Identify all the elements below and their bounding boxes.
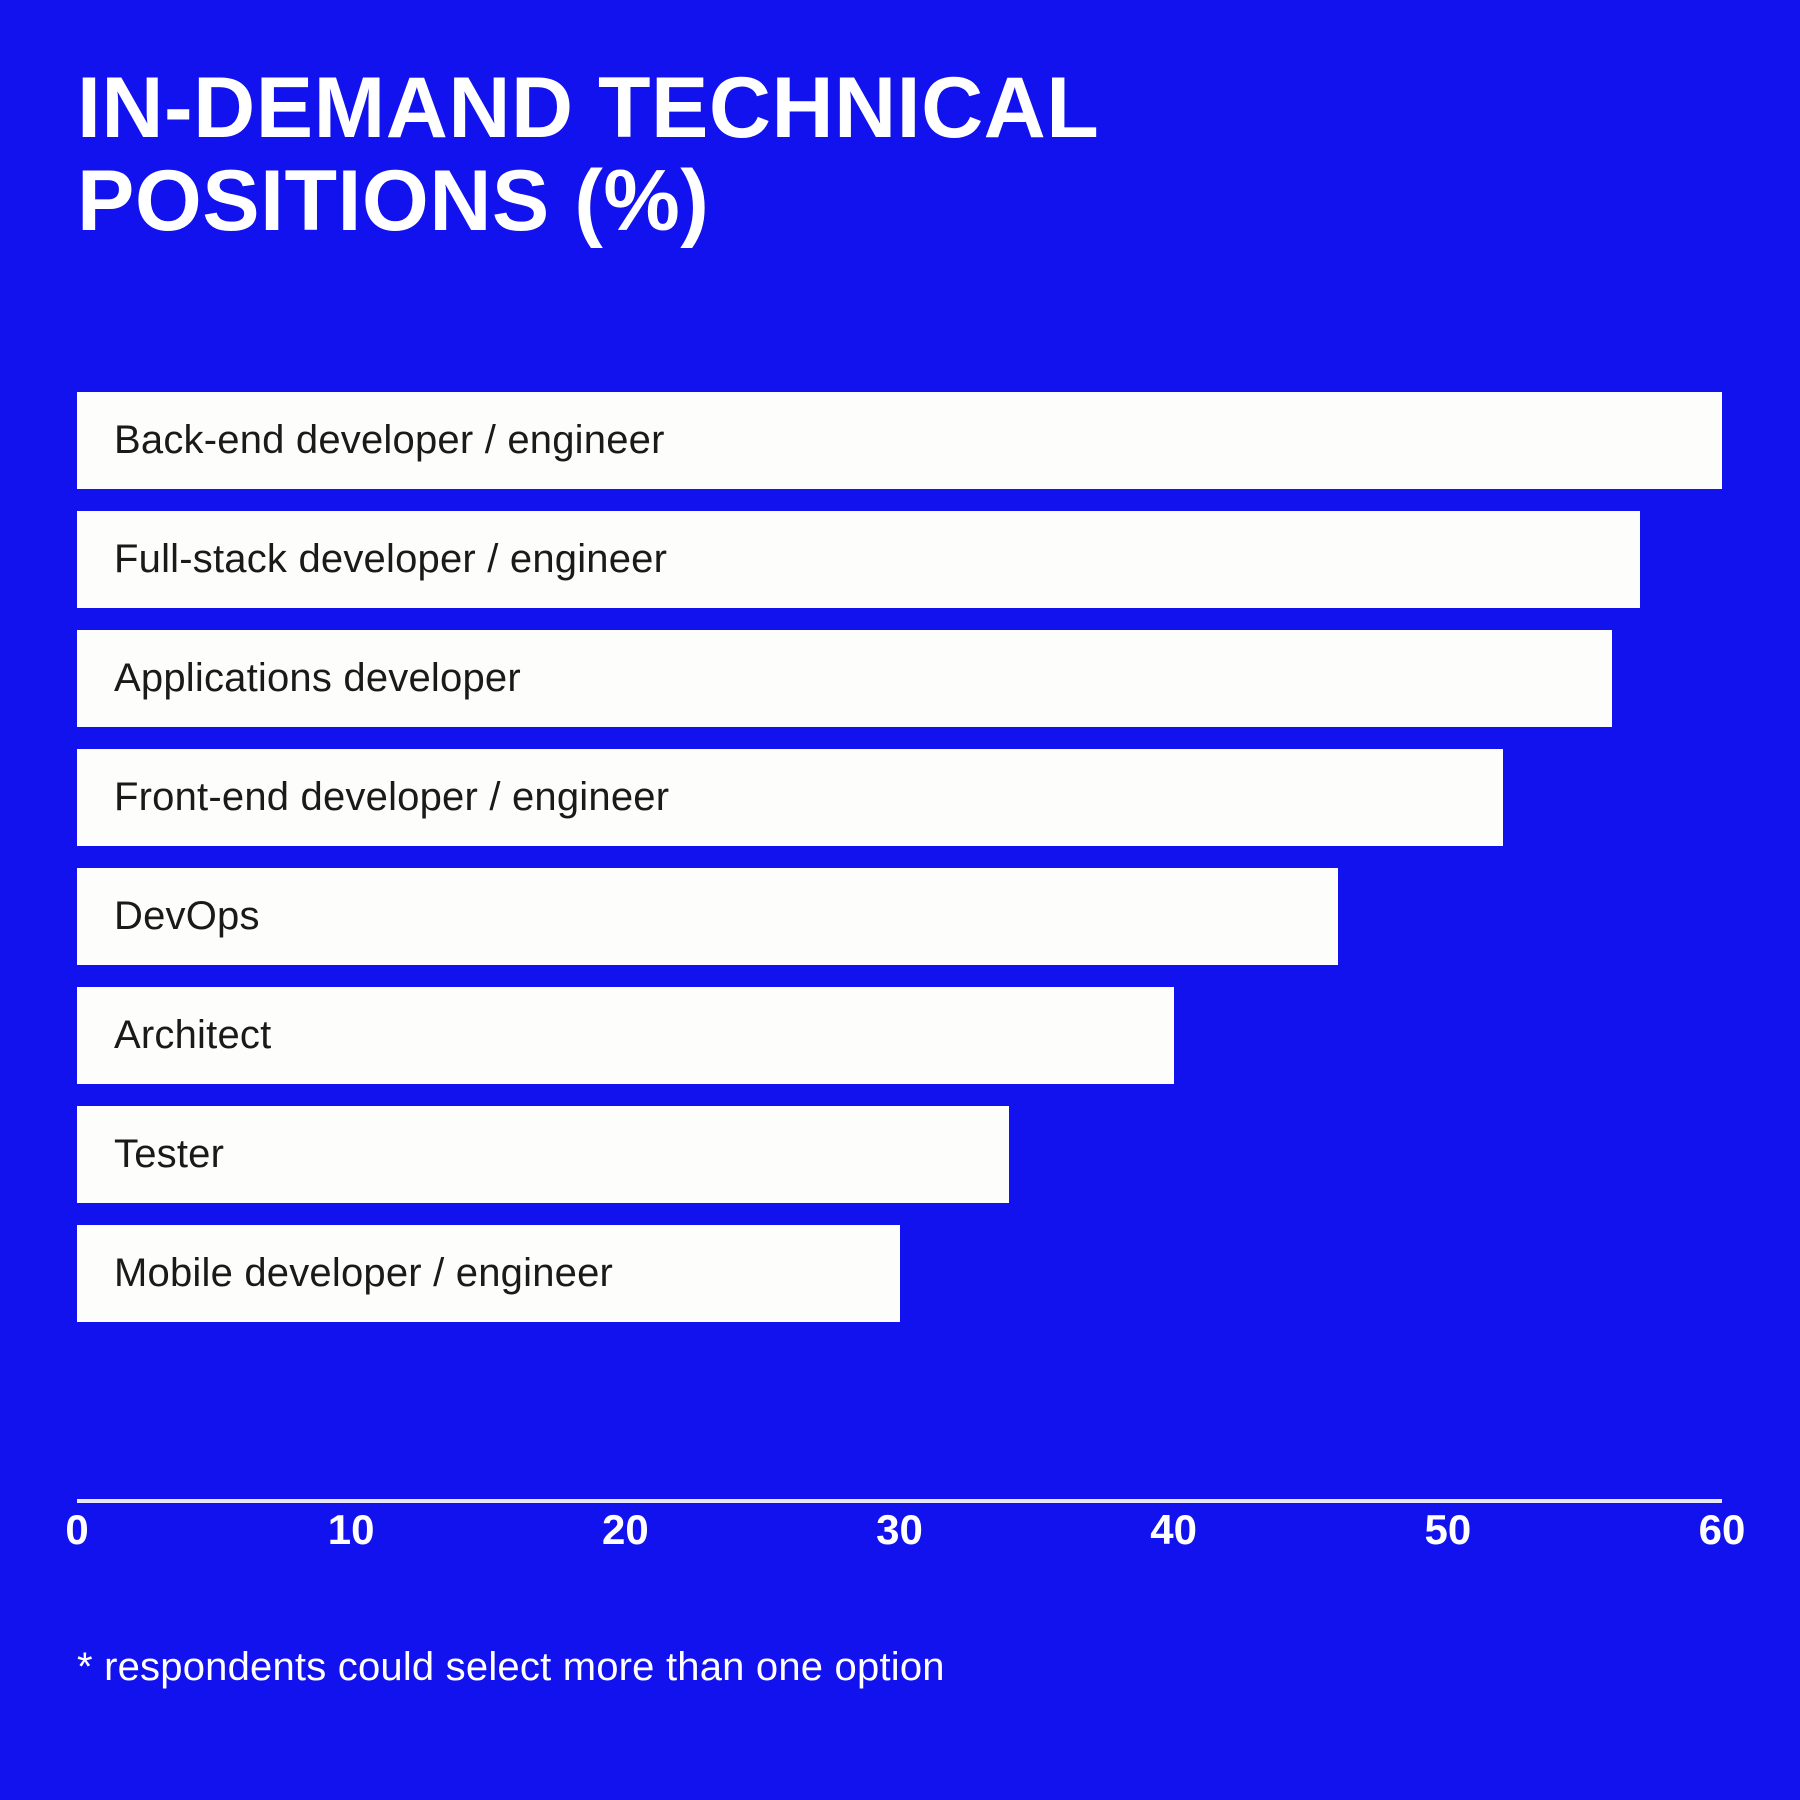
- bar-row: Architect: [77, 987, 1722, 1084]
- bar-tester: [77, 1106, 1010, 1203]
- bar-row: DevOps: [77, 868, 1722, 965]
- bar-mobile-developer-engineer: [77, 1225, 900, 1322]
- x-tick-label: 40: [1150, 1506, 1198, 1553]
- bar-applications-developer: [77, 630, 1613, 727]
- x-tick-label: 30: [876, 1506, 923, 1553]
- bar-row: Front-end developer / engineer: [77, 749, 1722, 846]
- page-title: IN-DEMAND TECHNICAL POSITIONS (%): [77, 60, 1100, 249]
- bar-row: Back-end developer / engineer: [77, 392, 1722, 489]
- bar-label: Full-stack developer / engineer: [114, 537, 668, 581]
- bar-full-stack-developer-engineer: [77, 511, 1640, 608]
- bar-label: DevOps: [114, 894, 260, 938]
- bar-label: Back-end developer / engineer: [114, 418, 665, 462]
- bar-label: Front-end developer / engineer: [114, 775, 670, 819]
- x-axis-tick-labels: 0 10 20 30 40 50 60: [0, 1506, 1800, 1566]
- bar-row: Tester: [77, 1106, 1722, 1203]
- x-tick-label: 0: [65, 1506, 89, 1553]
- bar-label: Tester: [114, 1132, 225, 1176]
- x-tick-label: 20: [601, 1506, 649, 1553]
- x-axis-line: [77, 1499, 1722, 1503]
- bar-chart-plot: Back-end developer / engineer Full-stack…: [77, 392, 1722, 1500]
- bar-label: Mobile developer / engineer: [114, 1251, 614, 1295]
- bar-row: Full-stack developer / engineer: [77, 511, 1722, 608]
- x-tick-label: 10: [327, 1506, 375, 1553]
- bar-row: Applications developer: [77, 630, 1722, 727]
- bar-architect: [77, 987, 1174, 1084]
- bar-devops: [77, 868, 1339, 965]
- bar-row: Mobile developer / engineer: [77, 1225, 1722, 1322]
- bar-back-end-developer-engineer: [77, 392, 1722, 489]
- bar-front-end-developer-engineer: [77, 749, 1503, 846]
- x-tick-label: 60: [1698, 1506, 1746, 1553]
- x-tick-label: 50: [1424, 1506, 1472, 1553]
- footnote: * respondents could select more than one…: [77, 1645, 945, 1689]
- bar-label: Applications developer: [114, 656, 521, 700]
- bar-label: Architect: [114, 1013, 272, 1057]
